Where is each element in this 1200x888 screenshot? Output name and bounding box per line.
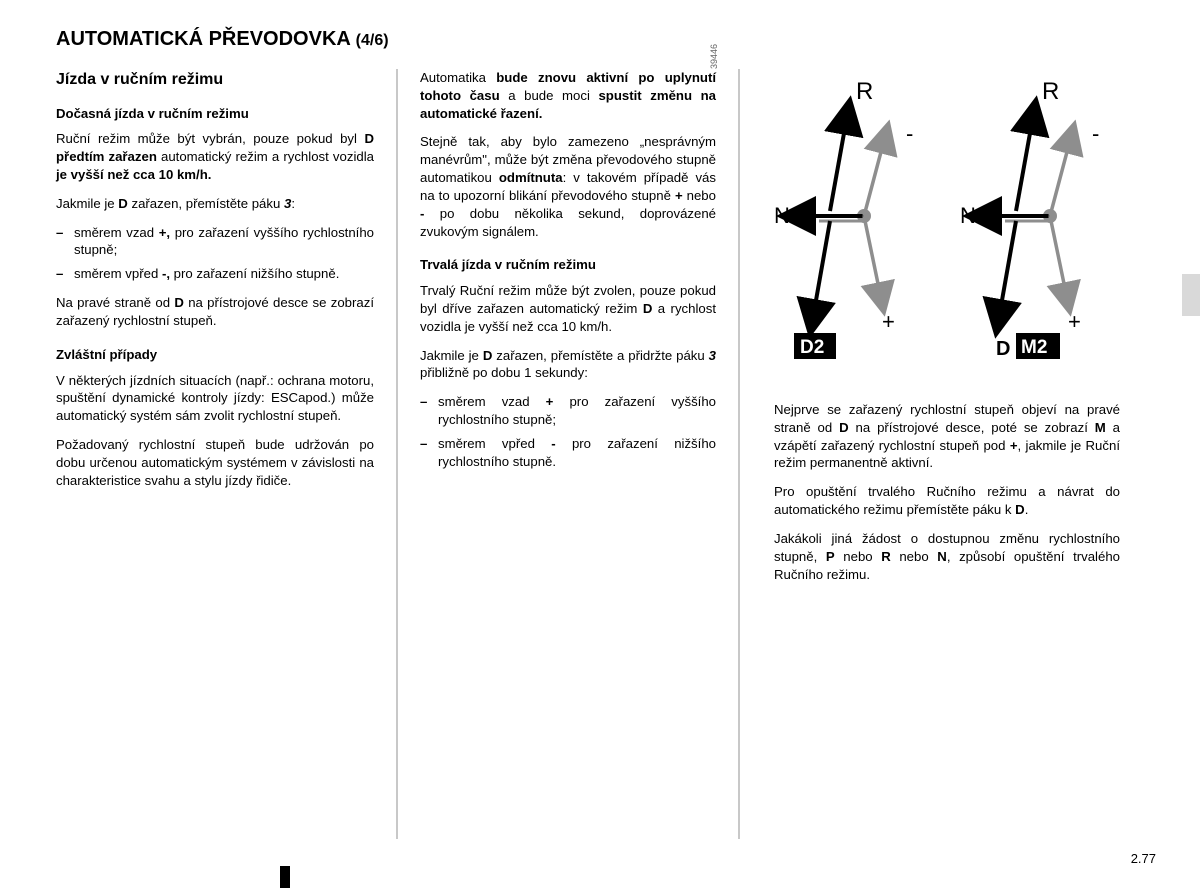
list-item: směrem vpřed -, pro zařazení nižšího stu… xyxy=(56,265,374,283)
column-2: Automatika bude znovu aktivní po uplynut… xyxy=(398,69,738,839)
subheading-permanent: Trvalá jízda v ručním režimu xyxy=(420,256,716,274)
c2-p1: Automatika bude znovu aktivní po uplynut… xyxy=(420,69,716,122)
svg-text:-: - xyxy=(1092,121,1099,146)
svg-text:N: N xyxy=(774,203,790,228)
column-3: 39446 xyxy=(740,69,1120,839)
c1-p3: Na pravé straně od D na přístrojové desc… xyxy=(56,294,374,330)
svg-text:+: + xyxy=(882,309,895,334)
c3-p3: Jakákoli jiná žádost o dostupnou změnu r… xyxy=(774,530,1120,583)
gear-diagram-m2: R - N + D M2 xyxy=(960,71,1120,371)
list-item: směrem vpřed - pro zařazení nižšího rych… xyxy=(420,435,716,471)
c1-p2: Jakmile je D zařazen, přemístěte páku 3: xyxy=(56,195,374,213)
svg-text:M2: M2 xyxy=(1021,337,1047,358)
c2-p2: Stejně tak, aby bylo zamezeno „nesprávný… xyxy=(420,133,716,240)
list-item: směrem vzad +, pro zařazení vyššího rych… xyxy=(56,224,374,260)
svg-text:N: N xyxy=(960,203,976,228)
c2-p3: Trvalý Ruční režim může být zvolen, pouz… xyxy=(420,282,716,335)
column-1: Jízda v ručním režimu Dočasná jízda v ru… xyxy=(56,69,396,839)
subheading-special: Zvláštní případy xyxy=(56,346,374,364)
gear-diagram-d2: R - N + D2 xyxy=(774,71,934,371)
title-text: AUTOMATICKÁ PŘEVODOVKA xyxy=(56,28,350,50)
subheading-temporary: Dočasná jízda v ručním režimu xyxy=(56,105,374,123)
c3-p2: Pro opuštění trvalého Ručního režimu a n… xyxy=(774,483,1120,519)
svg-text:D2: D2 xyxy=(800,337,824,358)
svg-text:+: + xyxy=(1068,309,1081,334)
svg-text:R: R xyxy=(1042,78,1059,105)
c1-list: směrem vzad +, pro zařazení vyššího rych… xyxy=(56,224,374,283)
c3-p1: Nejprve se zařazený rychlostní stupeň ob… xyxy=(774,401,1120,472)
svg-text:D: D xyxy=(996,338,1010,360)
svg-text:-: - xyxy=(906,121,913,146)
title-counter: (4/6) xyxy=(356,32,389,49)
gear-diagrams: R - N + D2 xyxy=(774,69,1120,371)
page-title: AUTOMATICKÁ PŘEVODOVKA (4/6) xyxy=(56,28,1156,51)
side-tab xyxy=(1182,274,1200,316)
c1-p5: Požadovaný rychlostní stupeň bude udržov… xyxy=(56,436,374,489)
diagram-id: 39446 xyxy=(708,44,720,69)
heading-manual-drive: Jízda v ručním režimu xyxy=(56,69,374,91)
c2-p4: Jakmile je D zařazen, přemístěte a přidr… xyxy=(420,347,716,383)
c1-p4: V některých jízdních situacích (např.: o… xyxy=(56,372,374,425)
c1-p1: Ruční režim může být vybrán, pouze pokud… xyxy=(56,130,374,183)
c2-list: směrem vzad + pro zařazení vyššího rychl… xyxy=(420,393,716,470)
label-r: R xyxy=(856,78,873,105)
footer-mark xyxy=(280,866,290,888)
columns: Jízda v ručním režimu Dočasná jízda v ru… xyxy=(56,69,1156,839)
page-number: 2.77 xyxy=(1131,851,1156,866)
list-item: směrem vzad + pro zařazení vyššího rychl… xyxy=(420,393,716,429)
